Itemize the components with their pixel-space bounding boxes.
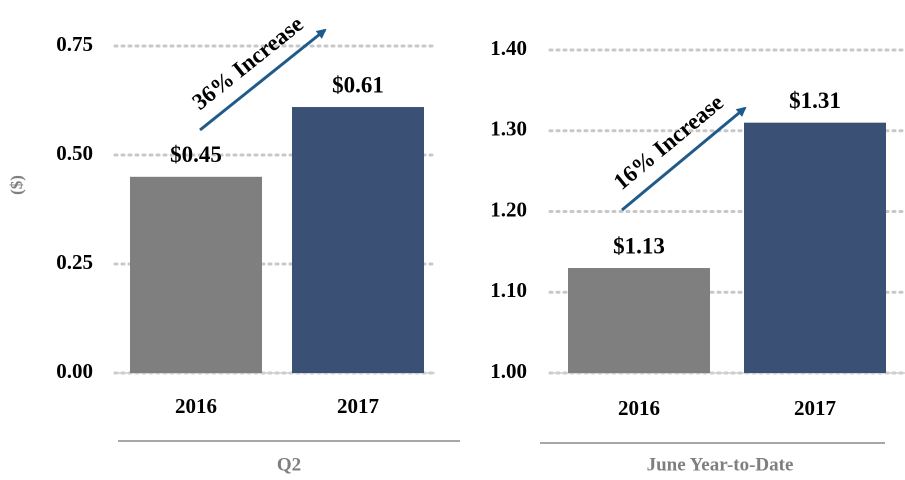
x-tick-label: 2016 [618, 396, 660, 420]
bar [568, 268, 710, 373]
value-label: $1.13 [613, 233, 665, 258]
y-tick-label: 1.20 [490, 197, 527, 221]
y-tick-label: 1.00 [490, 359, 527, 383]
bar [130, 176, 262, 373]
x-tick-label: 2017 [794, 396, 836, 420]
y-axis-label: ($) [7, 175, 26, 195]
y-tick-label: 0.00 [56, 359, 93, 383]
value-label: $0.45 [170, 142, 222, 167]
bar [744, 122, 886, 373]
arrow [199, 28, 327, 132]
y-tick-label: 1.30 [490, 117, 527, 141]
y-tick-label: 0.75 [56, 32, 93, 56]
x-tick-label: 2016 [175, 394, 217, 418]
value-label: $0.61 [332, 72, 384, 97]
x-tick-label: 2017 [337, 394, 379, 418]
x-axis-label: Q2 [277, 454, 301, 475]
annotation: 16% Increase [609, 90, 728, 195]
value-label: $1.31 [789, 88, 841, 113]
bar [292, 107, 424, 373]
x-axis-label: June Year-to-Date [647, 454, 794, 475]
annotation: 36% Increase [187, 11, 308, 114]
y-tick-label: 0.25 [56, 250, 93, 274]
y-tick-label: 0.50 [56, 141, 93, 165]
y-tick-label: 1.40 [490, 36, 527, 60]
arrow [621, 106, 747, 212]
y-tick-label: 1.10 [490, 278, 527, 302]
